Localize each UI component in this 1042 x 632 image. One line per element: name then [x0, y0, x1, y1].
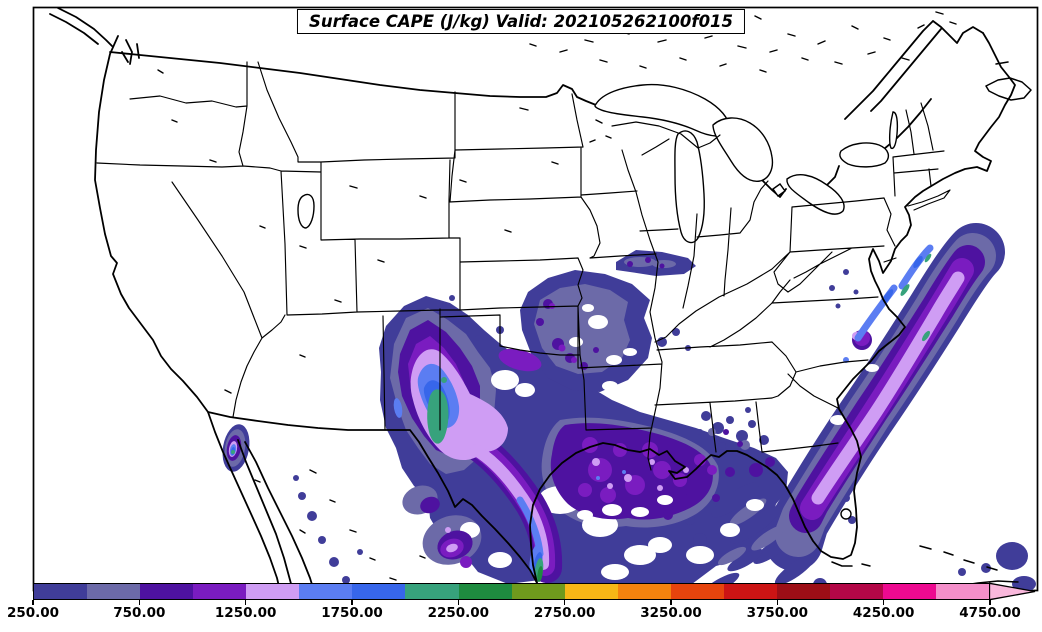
colorbar-tick — [776, 600, 779, 605]
colorbar-segment-250 — [34, 584, 88, 599]
colorbar-tick — [563, 600, 566, 605]
colorbar-segment-3750 — [776, 584, 830, 599]
colorbar-tick-label: 4750.00 — [959, 605, 1021, 621]
colorbar-segment-1500 — [299, 584, 353, 599]
colorbar-segment-3500 — [723, 584, 777, 599]
colorbar-tick-label: 250.00 — [6, 605, 60, 621]
colorbar-tick — [138, 600, 141, 605]
colorbar-tick-label: 750.00 — [113, 605, 166, 621]
colorbar-tick-label: 2250.00 — [427, 605, 490, 621]
great-lakes — [297, 83, 899, 520]
colorbar-tick-label: 1250.00 — [214, 605, 277, 621]
colorbar-segment-2500 — [511, 584, 565, 599]
colorbar-segment-2000 — [405, 584, 459, 599]
colorbar-segment-1000 — [193, 584, 247, 599]
colorbar-segment-4250 — [883, 584, 937, 599]
state-borders — [96, 61, 951, 471]
colorbar-segment-4000 — [829, 584, 883, 599]
colorbar-tick — [670, 600, 672, 605]
chart-title: Surface CAPE (J/kg) Valid: 202105262100f… — [296, 9, 746, 34]
colorbar-segment-3000 — [617, 584, 671, 599]
colorbar-segment-4500 — [936, 584, 990, 599]
colorbar-tick-label: 3750.00 — [746, 605, 809, 621]
colorbar-tick-label: 4250.00 — [852, 605, 915, 621]
colorbar-tick-label: 2750.00 — [533, 605, 596, 621]
colorbar-extend-arrow — [989, 582, 1036, 601]
colorbar-tick — [457, 600, 460, 605]
colorbar-tick — [32, 600, 34, 605]
colorbar-segment-2250 — [458, 584, 512, 599]
colorbar-tick — [244, 600, 247, 605]
islands — [831, 61, 1032, 587]
colorbar-segment-2750 — [564, 584, 618, 599]
colorbar-segment-1250 — [246, 584, 300, 599]
colorbar-tick — [882, 600, 885, 605]
colorbar-tick-label: 3250.00 — [640, 605, 702, 621]
colorbar-tick — [351, 600, 353, 605]
basemap-layer — [49, 8, 1032, 590]
colorbar-segment-3250 — [670, 584, 724, 599]
colorbar-segment-1750 — [352, 584, 406, 599]
colorbar-tick — [989, 600, 991, 605]
colorbar-segment-750 — [140, 584, 194, 599]
colorbar-segment-500 — [87, 584, 141, 599]
colorbar — [33, 583, 990, 600]
colorbar-tick-label: 1750.00 — [321, 605, 383, 621]
